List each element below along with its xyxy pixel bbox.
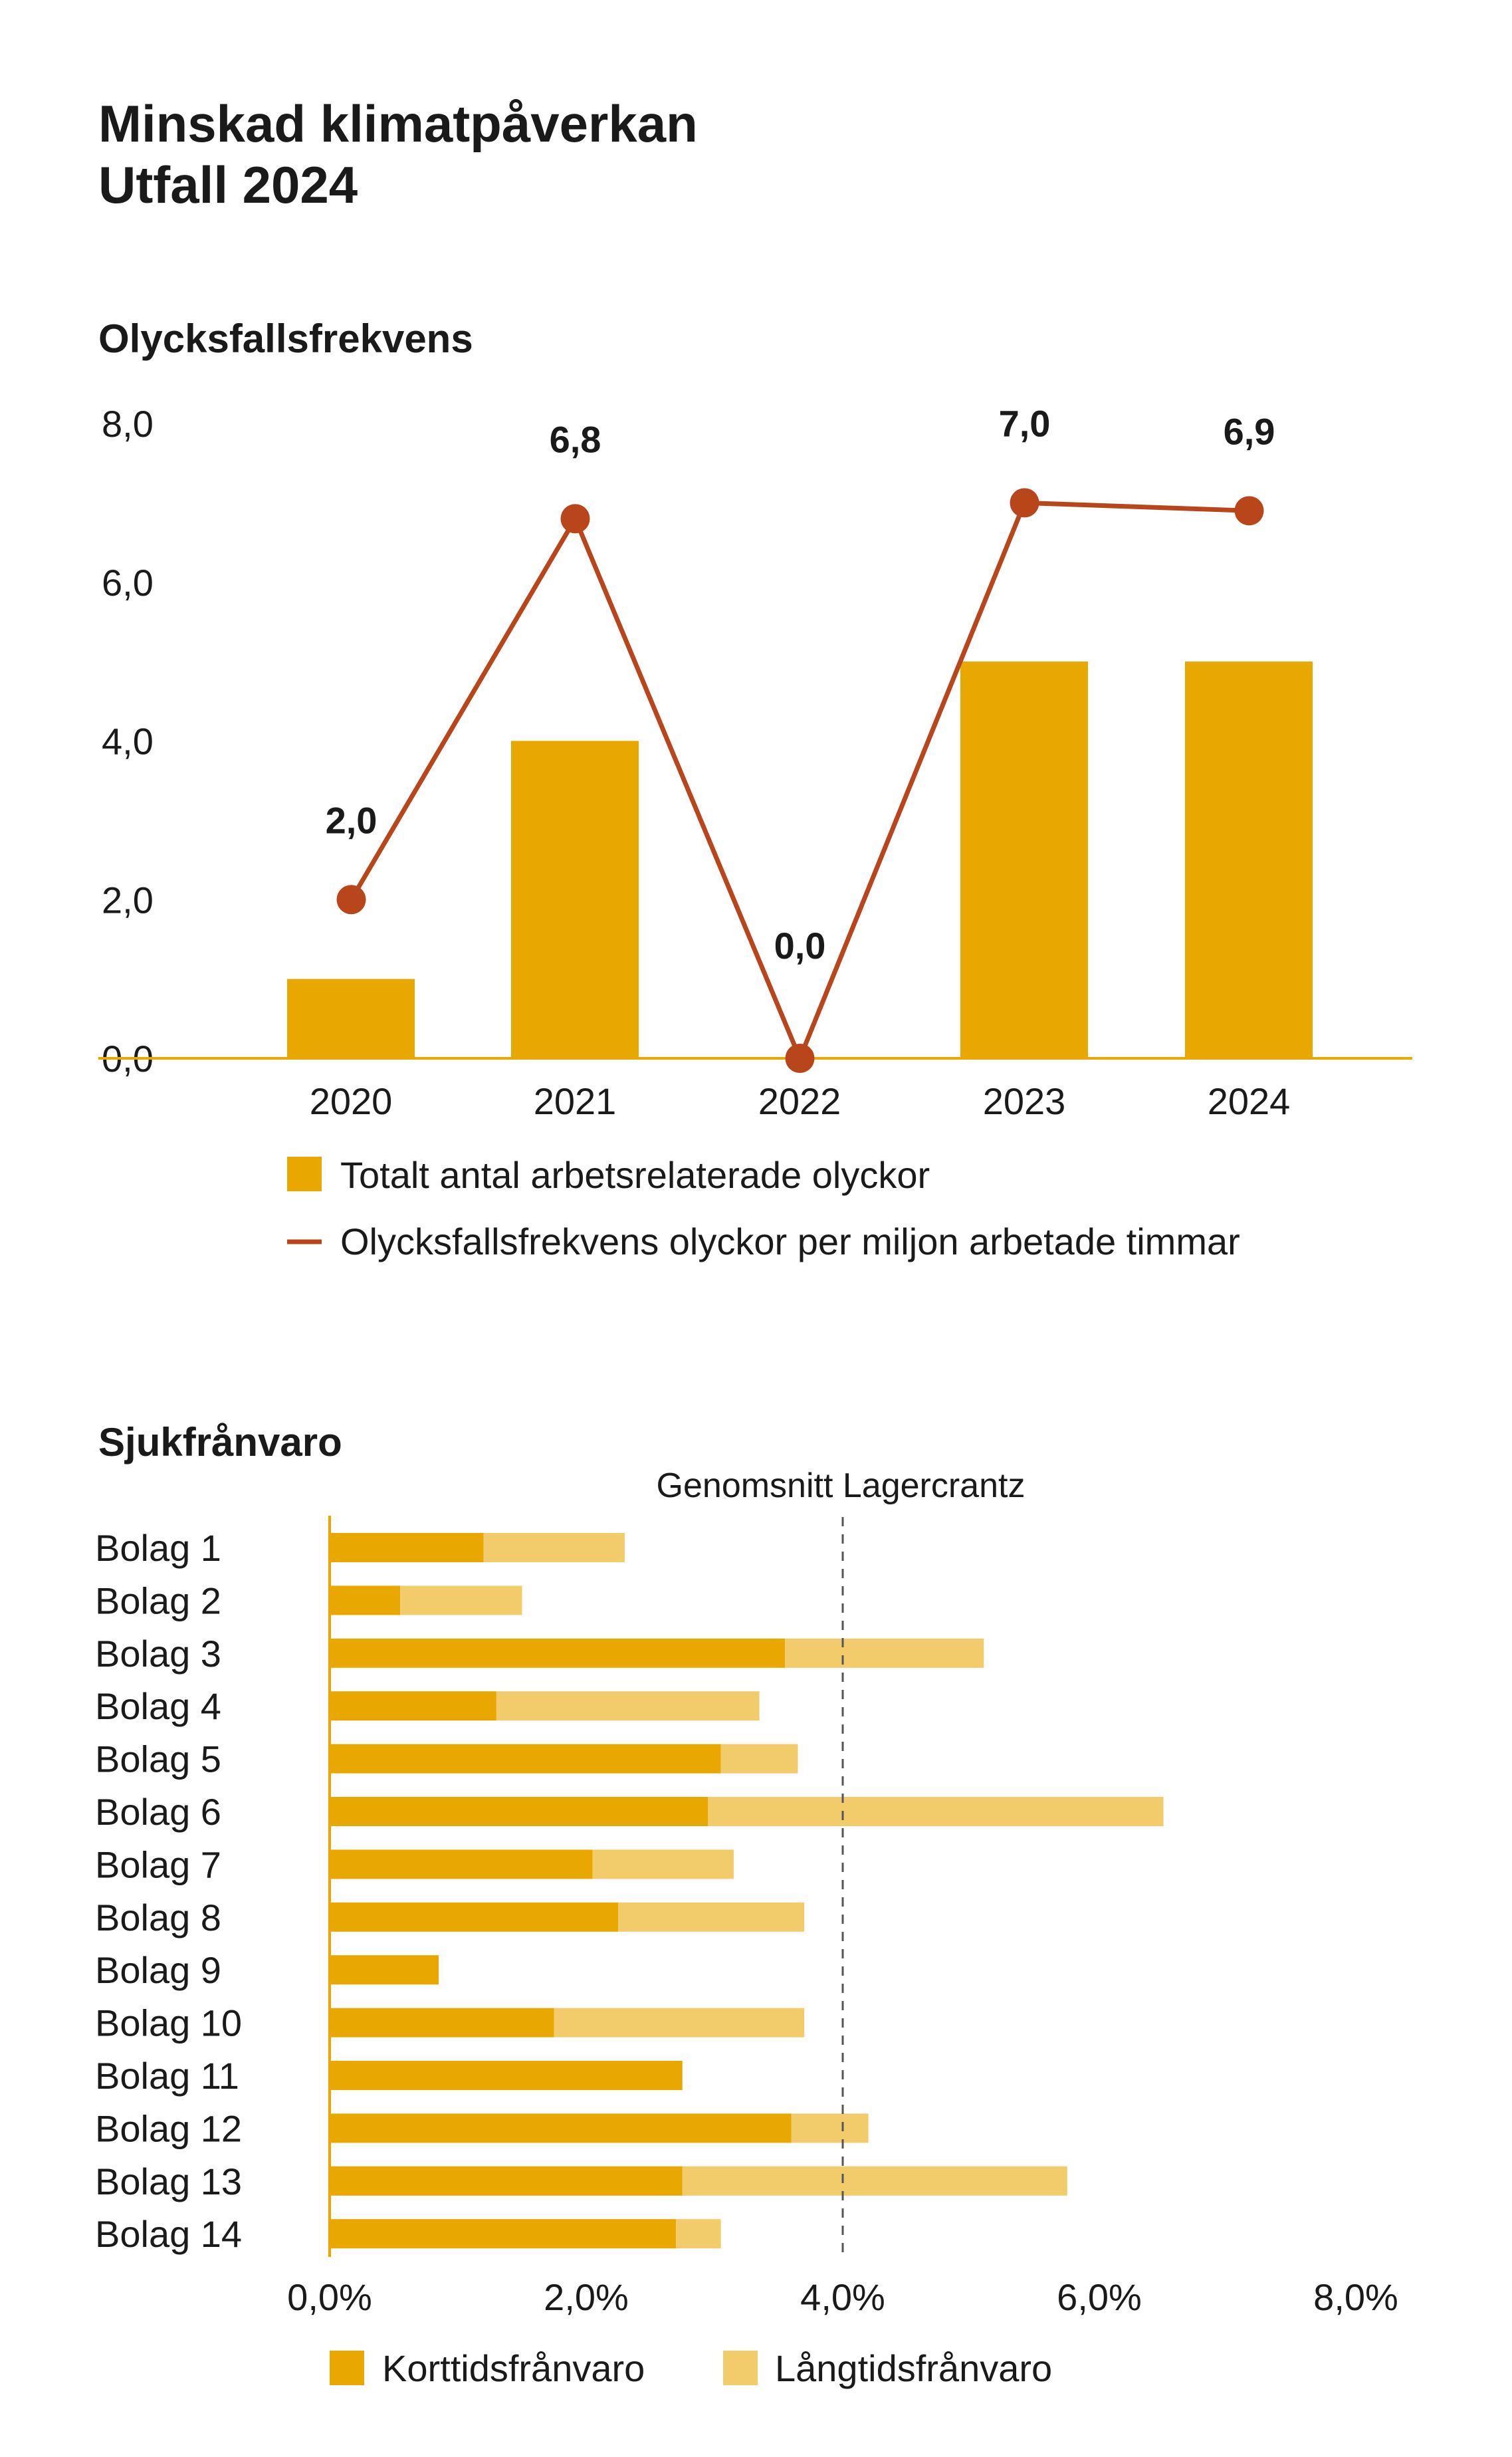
bar	[511, 741, 639, 1058]
legend-label-bar: Totalt antal arbetsrelaterade olyckor	[340, 1154, 930, 1196]
category-label: Bolag 4	[95, 1685, 221, 1727]
bar-short-term	[330, 2113, 792, 2143]
x-tick-label: 2020	[310, 1080, 393, 1122]
bar-short-term	[330, 1585, 401, 1615]
bar-short-term	[330, 2061, 683, 2090]
bar-long-term	[791, 2113, 869, 2143]
frequency-point	[1010, 488, 1039, 518]
bar-long-term	[676, 2219, 721, 2249]
bar-long-term	[592, 1849, 734, 1879]
data-label: 0,0	[774, 925, 826, 967]
category-label: Bolag 14	[95, 2213, 242, 2255]
category-label: Bolag 10	[95, 2002, 242, 2044]
category-label: Bolag 8	[95, 1897, 221, 1938]
page-title-line-2: Utfall 2024	[98, 156, 358, 214]
data-label: 7,0	[999, 402, 1051, 444]
legend-swatch-short-term	[330, 2351, 364, 2385]
page-title-line-1: Minskad klimatpåverkan	[98, 94, 698, 153]
x-tick-label: 6,0%	[1057, 2276, 1142, 2318]
bar	[960, 661, 1088, 1058]
bar	[1185, 661, 1313, 1058]
legend-swatch-long-term	[723, 2351, 758, 2385]
legend-label-long-term: Långtidsfrånvaro	[775, 2347, 1052, 2389]
data-label: 2,0	[326, 799, 378, 841]
category-label: Bolag 2	[95, 1580, 221, 1621]
bar-short-term	[330, 2219, 677, 2249]
bar-short-term	[330, 1691, 496, 1721]
bar-short-term	[330, 1533, 484, 1562]
data-label: 6,9	[1224, 410, 1275, 452]
bar-long-term	[496, 1691, 760, 1721]
category-label: Bolag 9	[95, 1949, 221, 1991]
bar	[287, 979, 415, 1058]
bar-long-term	[483, 1533, 625, 1562]
page-title: Minskad klimatpåverkan Utfall 2024	[98, 93, 698, 215]
bar-long-term	[720, 1744, 798, 1774]
category-label: Bolag 7	[95, 1843, 221, 1885]
x-tick-label: 4,0%	[800, 2276, 885, 2318]
frequency-point	[1234, 496, 1264, 526]
x-tick-label: 2024	[1208, 1080, 1291, 1122]
legend-swatch-bar	[287, 1157, 322, 1191]
legend-label-short-term: Korttidsfrånvaro	[382, 2347, 645, 2389]
accident-frequency-chart: 0,0 2,0 4,0 6,0 8,0 2020 2021 2022 2023 2024 2,0 6,…	[98, 402, 1412, 1262]
y-tick-label: 8,0	[102, 403, 154, 445]
bar-short-term	[330, 1638, 786, 1668]
frequency-point	[785, 1044, 815, 1073]
bar-short-term	[330, 1849, 593, 1879]
bar-short-term	[330, 2008, 554, 2038]
y-tick-label: 4,0	[102, 721, 154, 762]
bar-short-term	[330, 1955, 439, 1985]
category-label: Bolag 3	[95, 1633, 221, 1675]
accident-chart-title: Olycksfallsfrekvens	[98, 316, 473, 361]
x-tick-label: 0,0%	[287, 2276, 372, 2318]
category-label: Bolag 11	[95, 2055, 239, 2097]
category-label: Bolag 12	[95, 2107, 242, 2149]
x-tick-label: 2021	[534, 1080, 617, 1122]
frequency-point	[336, 885, 366, 915]
reference-line-label: Genomsnitt Lagercrantz	[657, 1466, 1026, 1505]
bar-long-term	[785, 1638, 984, 1668]
y-tick-label: 2,0	[102, 879, 154, 921]
bar-short-term	[330, 1744, 721, 1774]
category-label: Bolag 6	[95, 1791, 221, 1833]
x-tick-label: 2,0%	[544, 2276, 629, 2318]
bar-long-term	[400, 1585, 522, 1615]
bar-long-term	[708, 1797, 1164, 1826]
y-tick-label: 6,0	[102, 562, 154, 604]
bar-long-term	[682, 2166, 1067, 2196]
bar-long-term	[554, 2008, 805, 2038]
sick-leave-chart-title: Sjukfrånvaro	[98, 1420, 342, 1464]
bar-long-term	[618, 1902, 805, 1932]
bar-short-term	[330, 1797, 708, 1826]
bar-short-term	[330, 2166, 683, 2196]
category-label: Bolag 5	[95, 1738, 221, 1780]
frequency-point	[560, 504, 590, 534]
x-tick-label: 2022	[758, 1080, 841, 1122]
x-tick-label: 8,0%	[1313, 2276, 1398, 2318]
data-label: 6,8	[550, 418, 601, 460]
legend-label-line: Olycksfallsfrekvens olyckor per miljon a…	[340, 1221, 1240, 1262]
category-label: Bolag 13	[95, 2161, 242, 2202]
category-label: Bolag 1	[95, 1527, 221, 1569]
x-tick-label: 2023	[983, 1080, 1066, 1122]
bar-short-term	[330, 1902, 619, 1932]
